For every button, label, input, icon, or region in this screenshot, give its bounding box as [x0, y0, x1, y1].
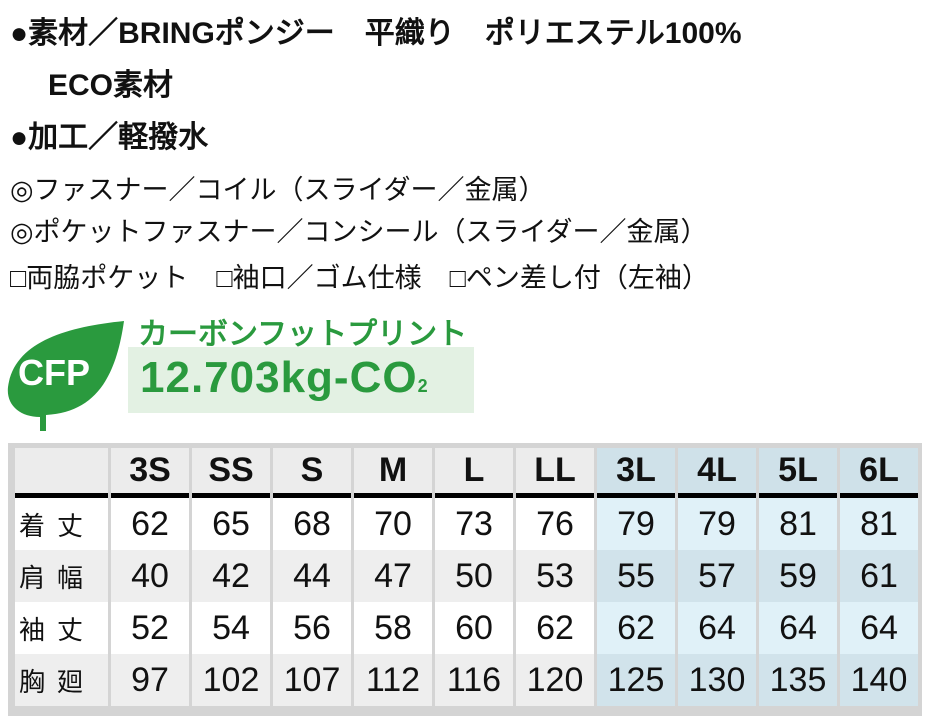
size-header: 6L — [840, 448, 918, 498]
table-cell: 112 — [354, 654, 432, 706]
pocket-fastener-line: ◎ポケットファスナー／コンシール（スライダー／金属） — [10, 217, 708, 247]
cfp-value: 12.703kg-CO2 — [140, 353, 429, 402]
feature-item: □両脇ポケット — [10, 263, 189, 293]
table-cell: 64 — [678, 602, 756, 654]
table-cell: 50 — [435, 550, 513, 602]
size-header: LL — [516, 448, 594, 498]
row-label: 袖丈 — [15, 602, 108, 654]
table-cell: 53 — [516, 550, 594, 602]
fastener-line: ◎ファスナー／コイル（スライダー／金属） — [10, 175, 546, 205]
table-cell: 68 — [273, 498, 351, 550]
table-cell: 47 — [354, 550, 432, 602]
processing-line: ●加工／軽撥水 — [10, 121, 209, 154]
table-cell: 56 — [273, 602, 351, 654]
carbon-footprint-badge: 12.703kg-CO2 CFP カーボンフットプリント — [0, 305, 480, 431]
header-row: 3S SS S M L LL 3L 4L 5L 6L — [15, 448, 918, 498]
size-table: 3S SS S M L LL 3L 4L 5L 6L 着丈 62 65 68 70 73 7… — [8, 443, 922, 716]
table-cell: 120 — [516, 654, 594, 706]
table-cell: 64 — [840, 602, 918, 654]
table-cell: 102 — [192, 654, 270, 706]
cfp-label: CFP — [18, 352, 90, 393]
table-row: 袖丈 52 54 56 58 60 62 62 64 64 64 — [15, 602, 918, 654]
table-cell: 44 — [273, 550, 351, 602]
row-label: 胸廻 — [15, 654, 108, 706]
table-cell: 125 — [597, 654, 675, 706]
table-cell: 70 — [354, 498, 432, 550]
feature-item: □袖口／ゴム仕様 — [216, 263, 422, 293]
table-cell: 60 — [435, 602, 513, 654]
table-cell: 73 — [435, 498, 513, 550]
table-cell: 65 — [192, 498, 270, 550]
table-cell: 116 — [435, 654, 513, 706]
table-cell: 62 — [516, 602, 594, 654]
cfp-value-box: 12.703kg-CO2 — [128, 347, 474, 413]
table-row: 胸廻 97 102 107 112 116 120 125 130 135 140 — [15, 654, 918, 706]
size-header: L — [435, 448, 513, 498]
table-cell: 97 — [111, 654, 189, 706]
table-cell: 61 — [840, 550, 918, 602]
table-cell: 64 — [759, 602, 837, 654]
size-header: SS — [192, 448, 270, 498]
row-label: 着丈 — [15, 498, 108, 550]
size-header: 4L — [678, 448, 756, 498]
table-cell: 135 — [759, 654, 837, 706]
table-cell: 62 — [597, 602, 675, 654]
size-header: 3L — [597, 448, 675, 498]
table-cell: 79 — [597, 498, 675, 550]
table-cell: 81 — [840, 498, 918, 550]
table-cell: 76 — [516, 498, 594, 550]
features-line: □両脇ポケット □袖口／ゴム仕様 □ペン差し付（左袖） — [10, 256, 709, 295]
size-header: S — [273, 448, 351, 498]
table-cell: 58 — [354, 602, 432, 654]
table-cell: 62 — [111, 498, 189, 550]
table-cell: 59 — [759, 550, 837, 602]
table-cell: 79 — [678, 498, 756, 550]
table-cell: 130 — [678, 654, 756, 706]
material-note: ECO素材 — [48, 69, 174, 102]
table-cell: 42 — [192, 550, 270, 602]
corner-cell — [15, 448, 108, 498]
table-cell: 81 — [759, 498, 837, 550]
leaf-icon — [7, 321, 125, 431]
table-cell: 140 — [840, 654, 918, 706]
size-header: 3S — [111, 448, 189, 498]
table-row: 肩幅 40 42 44 47 50 53 55 57 59 61 — [15, 550, 918, 602]
size-header: 5L — [759, 448, 837, 498]
table-cell: 55 — [597, 550, 675, 602]
table-cell: 57 — [678, 550, 756, 602]
table-cell: 107 — [273, 654, 351, 706]
table-cell: 40 — [111, 550, 189, 602]
feature-item: □ペン差し付（左袖） — [449, 263, 709, 293]
table-cell: 54 — [192, 602, 270, 654]
size-header: M — [354, 448, 432, 498]
table-cell: 52 — [111, 602, 189, 654]
table-row: 着丈 62 65 68 70 73 76 79 79 81 81 — [15, 498, 918, 550]
material-line: ●素材／BRINGポンジー 平織り ポリエステル100% — [10, 17, 742, 50]
cfp-title: カーボンフットプリント — [138, 318, 468, 351]
row-label: 肩幅 — [15, 550, 108, 602]
